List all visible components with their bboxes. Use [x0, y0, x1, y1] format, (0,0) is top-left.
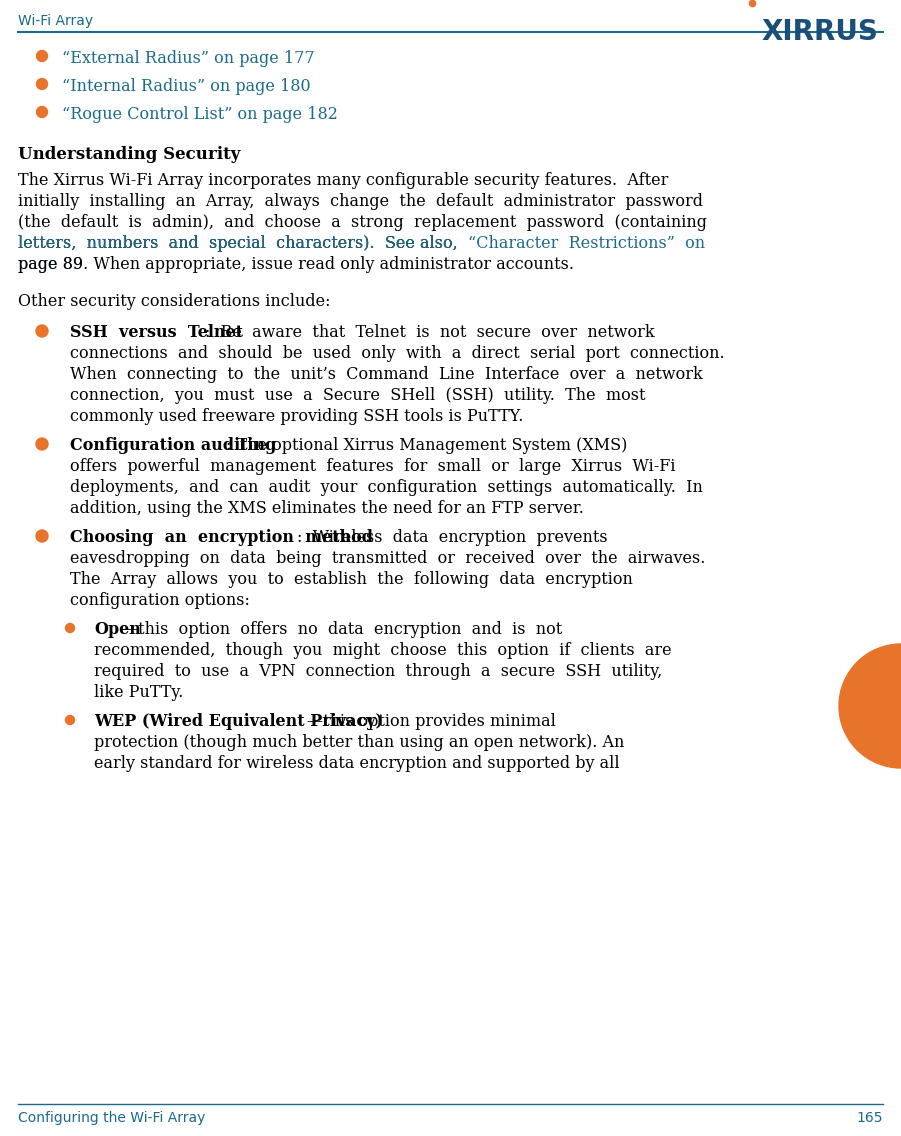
Text: : The optional Xirrus Management System (XMS): : The optional Xirrus Management System … — [226, 437, 628, 454]
Text: (the  default  is  admin),  and  choose  a  strong  replacement  password  (cont: (the default is admin), and choose a str… — [18, 214, 707, 231]
Text: page 89. When appropriate, issue read only administrator accounts.: page 89. When appropriate, issue read on… — [18, 256, 574, 273]
Text: connection,  you  must  use  a  Secure  SHell  (SSH)  utility.  The  most: connection, you must use a Secure SHell … — [70, 387, 645, 404]
Text: letters,  numbers  and  special  characters).  See also,: letters, numbers and special characters)… — [18, 235, 468, 252]
Circle shape — [37, 78, 48, 90]
Text: :  Wireless  data  encryption  prevents: : Wireless data encryption prevents — [297, 529, 608, 546]
Text: Configuration auditing: Configuration auditing — [70, 437, 277, 454]
Text: deployments,  and  can  audit  your  configuration  settings  automatically.  In: deployments, and can audit your configur… — [70, 479, 703, 496]
Text: addition, using the XMS eliminates the need for an FTP server.: addition, using the XMS eliminates the n… — [70, 500, 584, 517]
Circle shape — [37, 50, 48, 61]
Text: recommended,  though  you  might  choose  this  option  if  clients  are: recommended, though you might choose thi… — [94, 642, 671, 659]
Text: Understanding Security: Understanding Security — [18, 147, 241, 162]
Text: Other security considerations include:: Other security considerations include: — [18, 293, 331, 310]
Circle shape — [36, 531, 48, 542]
Text: Choosing  an  encryption  method: Choosing an encryption method — [70, 529, 373, 546]
Text: Configuring the Wi-Fi Array: Configuring the Wi-Fi Array — [18, 1111, 205, 1125]
Circle shape — [36, 438, 48, 450]
Text: XIRRUS: XIRRUS — [761, 18, 878, 45]
Text: WEP (Wired Equivalent Privacy): WEP (Wired Equivalent Privacy) — [94, 713, 383, 730]
Text: page 89: page 89 — [18, 256, 83, 273]
Circle shape — [66, 716, 75, 725]
Text: commonly used freeware providing SSH tools is PuTTY.: commonly used freeware providing SSH too… — [70, 408, 523, 425]
Text: Open: Open — [94, 621, 141, 638]
Text: The Xirrus Wi-Fi Array incorporates many configurable security features.  After: The Xirrus Wi-Fi Array incorporates many… — [18, 172, 669, 189]
Text: :  Be  aware  that  Telnet  is  not  secure  over  network: : Be aware that Telnet is not secure ove… — [205, 324, 654, 341]
Wedge shape — [839, 644, 901, 768]
Text: configuration options:: configuration options: — [70, 592, 250, 609]
Text: protection (though much better than using an open network). An: protection (though much better than usin… — [94, 734, 624, 751]
Circle shape — [66, 624, 75, 633]
Text: “Internal Radius” on page 180: “Internal Radius” on page 180 — [62, 78, 311, 95]
Text: eavesdropping  on  data  being  transmitted  or  received  over  the  airwaves.: eavesdropping on data being transmitted … — [70, 550, 705, 567]
Text: When  connecting  to  the  unit’s  Command  Line  Interface  over  a  network: When connecting to the unit’s Command Li… — [70, 366, 703, 383]
Text: connections  and  should  be  used  only  with  a  direct  serial  port  connect: connections and should be used only with… — [70, 345, 724, 362]
Text: —this  option  offers  no  data  encryption  and  is  not: —this option offers no data encryption a… — [123, 621, 562, 638]
Text: initially  installing  an  Array,  always  change  the  default  administrator  : initially installing an Array, always ch… — [18, 193, 703, 210]
Text: like PuTTy.: like PuTTy. — [94, 684, 184, 701]
Circle shape — [37, 107, 48, 117]
Text: “External Radius” on page 177: “External Radius” on page 177 — [62, 50, 314, 67]
Text: The  Array  allows  you  to  establish  the  following  data  encryption: The Array allows you to establish the fo… — [70, 571, 633, 588]
Text: early standard for wireless data encryption and supported by all: early standard for wireless data encrypt… — [94, 755, 620, 772]
Text: required  to  use  a  VPN  connection  through  a  secure  SSH  utility,: required to use a VPN connection through… — [94, 663, 662, 680]
Text: offers  powerful  management  features  for  small  or  large  Xirrus  Wi-Fi: offers powerful management features for … — [70, 458, 676, 475]
Circle shape — [36, 325, 48, 337]
Text: letters,  numbers  and  special  characters).  See also,  “Character  Restrictio: letters, numbers and special characters)… — [18, 235, 705, 252]
Text: SSH  versus  Telnet: SSH versus Telnet — [70, 324, 243, 341]
Text: Wi-Fi Array: Wi-Fi Array — [18, 14, 93, 28]
Text: “Rogue Control List” on page 182: “Rogue Control List” on page 182 — [62, 106, 338, 123]
Text: 165: 165 — [857, 1111, 883, 1125]
Text: —this option provides minimal: —this option provides minimal — [307, 713, 556, 730]
